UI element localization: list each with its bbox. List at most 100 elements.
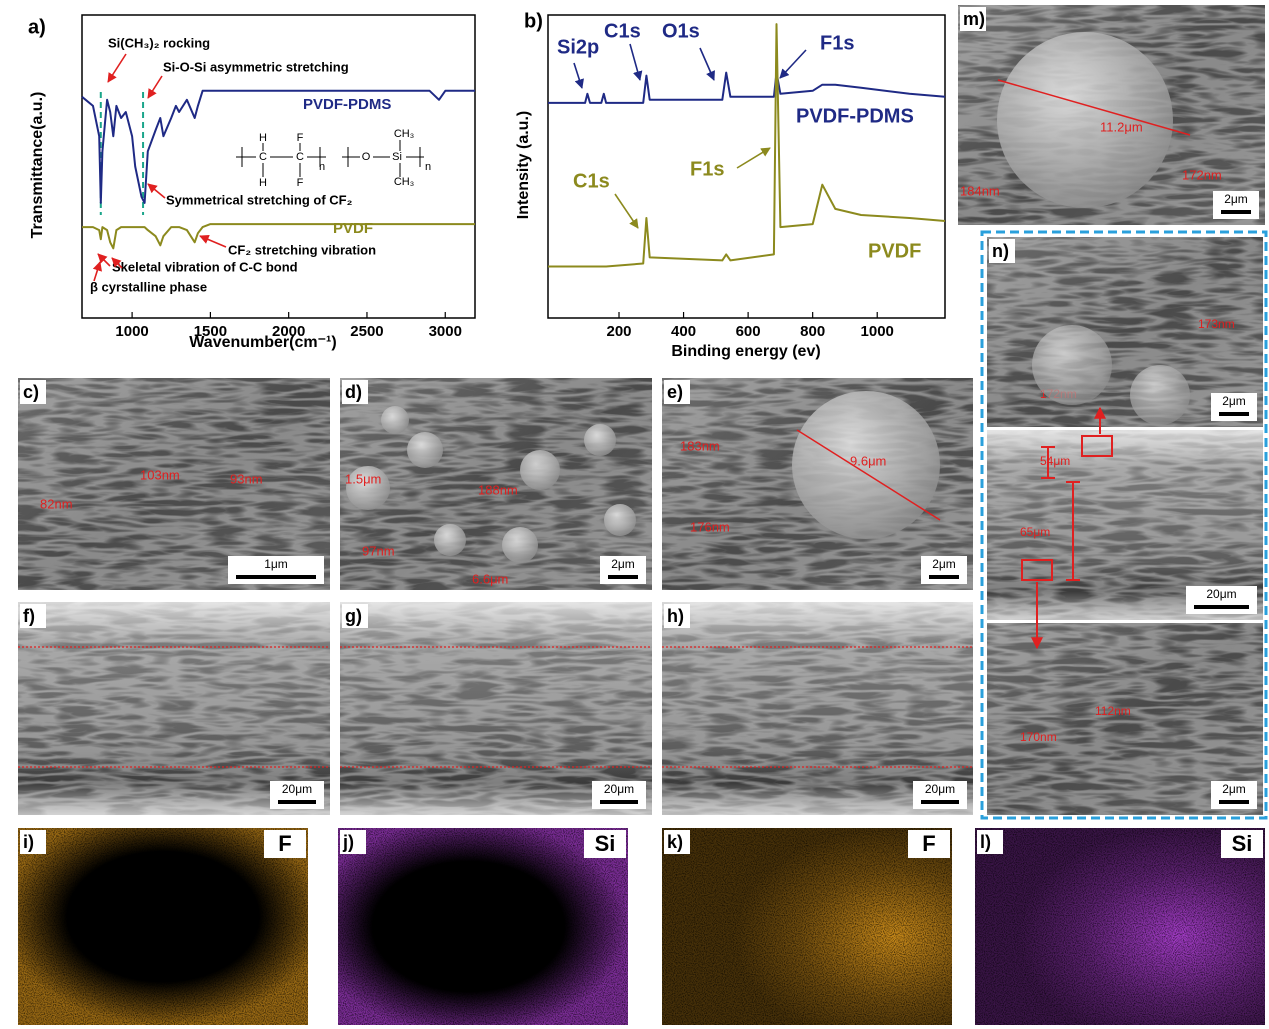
panel-label: d) [345,382,362,402]
sphere [792,391,940,539]
sphere [584,424,616,456]
texture [18,378,330,590]
measurement: 172nm [1182,167,1222,182]
panel-label: b) [524,10,543,32]
scale-bar [608,575,638,579]
measurement: 183nm [680,438,720,453]
annotation: β cyrstalline phase [90,279,207,294]
scale-bar [1219,800,1249,804]
x-tick-label: 200 [606,323,631,340]
texture [340,602,652,815]
annotation: PVDF [868,240,921,262]
annotation: PVDF-PDMS [303,96,391,113]
arrow [199,234,227,248]
series-line [548,23,946,268]
panel-label: f) [23,606,35,626]
series-line [81,89,475,204]
measure-line [997,79,1191,136]
arrow [111,257,123,269]
highlight [1081,435,1113,457]
x-axis-label: Binding energy (ev) [671,343,820,360]
x-tick-label: 600 [736,323,761,340]
x-tick-label: 3000 [429,323,462,340]
structure-atom: CH₃ [394,128,414,140]
measurement: 184nm [960,183,1000,198]
arrow [629,43,643,81]
panel-label: g) [345,606,362,626]
scale-box [270,781,324,809]
texture [662,602,973,815]
sphere [381,406,409,434]
sphere [407,432,443,468]
panel-label: a) [28,16,46,38]
measurement: 188nm [478,482,518,497]
scale-box [600,556,646,584]
arrow [92,261,102,282]
structure-atom: n [425,161,431,173]
panel-label: c) [23,382,39,402]
annotation: Si(CH₃)₂ rocking [108,35,210,50]
measurement: 103nm [140,467,180,482]
measurement: 82nm [40,496,73,511]
arrow [573,62,584,89]
map-noise [18,828,308,1025]
scale-bar-label: 2μm [611,557,635,571]
element-box [1221,830,1263,858]
element-box [584,830,626,858]
scale-bar-label: 20μm [604,782,634,796]
scale-bar [1219,412,1249,416]
measurement: 176nm [690,519,730,534]
structure-atom: C [296,151,304,163]
element-box [264,830,306,858]
plot-frame [547,14,946,319]
scale-bar [236,575,316,579]
structure-atom: F [297,132,304,144]
structure-atom: H [259,177,267,189]
sphere [346,466,390,510]
label-box [989,239,1015,263]
scale-bar-label: 2μm [1222,394,1246,408]
measurement: 54μm [1040,454,1070,468]
label-box [664,380,690,404]
map-noise [975,828,1265,1025]
annotation: F1s [690,158,724,180]
sphere [520,450,560,490]
annotation: Symmetrical stretching of CF₂ [166,192,353,207]
label-box [977,830,1003,854]
panel-n-frame [980,230,1268,820]
element-label: Si [595,831,616,856]
scale-box [913,781,967,809]
element-box [908,830,950,858]
scale-box [1211,393,1257,421]
arrow [107,53,127,83]
annotation: F1s [820,32,854,54]
sphere [502,527,538,563]
sphere [997,32,1173,208]
measurement: 97nm [362,543,395,558]
measurement: 11.2μm [1100,119,1143,134]
element-label: Si [1232,831,1253,856]
label-box [960,7,986,31]
panel-label: j) [342,832,354,852]
structure-atom: n [319,161,325,173]
y-axis-label: Transmittance(a.u.) [29,92,46,239]
plot-frame [81,14,476,319]
label-box [664,830,690,854]
x-tick-label: 1500 [194,323,227,340]
map-noise [338,828,628,1025]
panel-label: l) [980,832,991,852]
label-box [20,830,46,854]
map-noise [662,828,952,1025]
scale-bar-label: 20μm [925,782,955,796]
structure-atom: O [362,151,371,163]
arrow [736,147,771,169]
measurement: 1.5μm [345,471,381,486]
scale-bar-label: 1μm [264,557,288,571]
panel-label: k) [667,832,683,852]
scale-box [592,781,646,809]
scale-bar-label: 20μm [282,782,312,796]
scale-bar-label: 2μm [1222,782,1246,796]
scale-bar-label: 2μm [1224,192,1248,206]
measure-line [796,429,941,521]
